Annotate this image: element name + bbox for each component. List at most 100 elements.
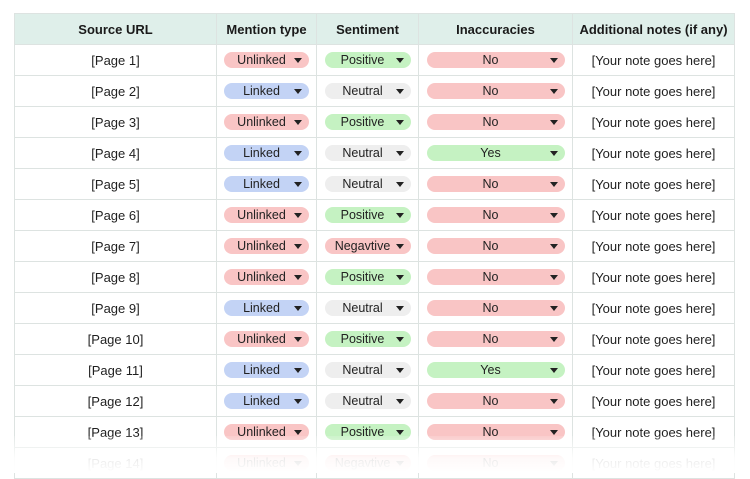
inaccuracies-dropdown[interactable]: No [426, 269, 565, 285]
inaccuracies-dropdown[interactable]: No [426, 114, 565, 130]
caret-down-icon [294, 275, 302, 280]
mention-type-dropdown[interactable]: Unlinked [224, 269, 309, 285]
mention-type-dropdown[interactable]: Linked [224, 145, 309, 161]
mention-type-dropdown[interactable]: Linked [224, 362, 309, 378]
caret-down-icon [395, 368, 404, 373]
inaccuracies-dropdown[interactable]: Yes [426, 145, 565, 161]
mention-type-dropdown[interactable]: Unlinked [224, 238, 309, 254]
inaccuracies-dropdown[interactable]: No [426, 238, 565, 254]
inaccuracies-dropdown[interactable]: Yes [426, 362, 565, 378]
inaccuracies-value: No [482, 208, 499, 222]
inaccuracies-value: No [482, 270, 499, 284]
mention-type-dropdown[interactable]: Linked [224, 83, 309, 99]
caret-down-icon [294, 337, 302, 342]
notes-cell[interactable]: [Your note goes here] [573, 45, 735, 76]
mention-type-dropdown[interactable]: Unlinked [224, 114, 309, 130]
notes-cell[interactable]: [Your note goes here] [573, 76, 735, 107]
header-inaccuracies[interactable]: Inaccuracies [419, 14, 573, 45]
sentiment-cell: Positive [317, 200, 419, 231]
source-url-cell[interactable]: [Page 5] [15, 169, 217, 200]
sentiment-dropdown[interactable]: Positive [324, 52, 411, 68]
notes-cell[interactable]: [Your note goes here] [573, 200, 735, 231]
sentiment-cell: Neutral [317, 76, 419, 107]
sentiment-dropdown[interactable]: Positive [324, 331, 411, 347]
mention-type-cell: Linked [217, 169, 317, 200]
notes-cell[interactable]: [Your note goes here] [573, 231, 735, 262]
inaccuracies-dropdown[interactable]: No [426, 331, 565, 347]
source-url-cell[interactable]: [Page 7] [15, 231, 217, 262]
source-url-cell[interactable]: [Page 9] [15, 293, 217, 324]
source-url-cell[interactable]: [Page 8] [15, 262, 217, 293]
mention-type-dropdown[interactable]: Unlinked [224, 331, 309, 347]
source-url-cell[interactable]: [Page 2] [15, 76, 217, 107]
sentiment-dropdown[interactable]: Neutral [324, 83, 411, 99]
caret-down-icon [294, 213, 302, 218]
notes-cell[interactable]: [Your note goes here] [573, 293, 735, 324]
mention-type-dropdown[interactable]: Unlinked [224, 52, 309, 68]
notes-cell[interactable]: [Your note goes here] [573, 386, 735, 417]
sentiment-dropdown[interactable]: Positive [324, 114, 411, 130]
header-additional-notes[interactable]: Additional notes (if any) [573, 14, 735, 45]
sentiment-dropdown[interactable]: Neutral [324, 362, 411, 378]
source-url-cell[interactable]: [Page 10] [15, 324, 217, 355]
mention-type-dropdown[interactable]: Unlinked [224, 207, 309, 223]
mention-type-cell: Unlinked [217, 324, 317, 355]
sentiment-dropdown[interactable]: Neutral [324, 176, 411, 192]
notes-cell[interactable]: [Your note goes here] [573, 262, 735, 293]
source-url-cell[interactable]: [Page 3] [15, 107, 217, 138]
sentiment-dropdown[interactable]: Positive [324, 269, 411, 285]
caret-down-icon [395, 120, 404, 125]
sentiment-dropdown[interactable]: Positive [324, 424, 411, 440]
source-url-cell[interactable]: [Page 1] [15, 45, 217, 76]
source-url-cell[interactable]: [Page 4] [15, 138, 217, 169]
source-url-cell[interactable]: [Page 6] [15, 200, 217, 231]
inaccuracies-dropdown[interactable]: No [426, 393, 565, 409]
caret-down-icon [395, 58, 404, 63]
caret-down-icon [395, 430, 404, 435]
notes-cell[interactable]: [Your note goes here] [573, 417, 735, 448]
sentiment-dropdown[interactable]: Neutral [324, 145, 411, 161]
mention-type-dropdown[interactable]: Linked [224, 393, 309, 409]
source-url-cell[interactable]: [Page 12] [15, 386, 217, 417]
caret-down-icon [294, 430, 302, 435]
notes-cell[interactable]: [Your note goes here] [573, 448, 735, 479]
notes-cell[interactable]: [Your note goes here] [573, 324, 735, 355]
sentiment-value: Negavtive [334, 456, 391, 470]
inaccuracies-dropdown[interactable]: No [426, 83, 565, 99]
caret-down-icon [294, 89, 302, 94]
mention-type-dropdown[interactable]: Unlinked [224, 424, 309, 440]
sentiment-dropdown[interactable]: Positive [324, 207, 411, 223]
sentiment-dropdown[interactable]: Negavtive [324, 455, 411, 471]
header-sentiment[interactable]: Sentiment [317, 14, 419, 45]
sentiment-value: Neutral [342, 177, 383, 191]
inaccuracies-cell: No [419, 45, 573, 76]
mention-type-cell: Unlinked [217, 262, 317, 293]
mention-type-dropdown[interactable]: Unlinked [224, 455, 309, 471]
inaccuracies-dropdown[interactable]: No [426, 207, 565, 223]
inaccuracies-dropdown[interactable]: No [426, 424, 565, 440]
source-url-cell[interactable]: [Page 13] [15, 417, 217, 448]
source-url-cell[interactable]: [Page 11] [15, 355, 217, 386]
inaccuracies-cell: No [419, 448, 573, 479]
sentiment-dropdown[interactable]: Negavtive [324, 238, 411, 254]
notes-cell[interactable]: [Your note goes here] [573, 107, 735, 138]
inaccuracies-dropdown[interactable]: No [426, 455, 565, 471]
notes-cell[interactable]: [Your note goes here] [573, 169, 735, 200]
mention-type-dropdown[interactable]: Linked [224, 300, 309, 316]
mention-type-dropdown[interactable]: Linked [224, 176, 309, 192]
sentiment-dropdown[interactable]: Neutral [324, 393, 411, 409]
inaccuracies-dropdown[interactable]: No [426, 300, 565, 316]
mention-type-value: Unlinked [237, 115, 286, 129]
source-url-cell[interactable]: [Page 14] [15, 448, 217, 479]
inaccuracies-dropdown[interactable]: No [426, 52, 565, 68]
notes-cell[interactable]: [Your note goes here] [573, 355, 735, 386]
mention-type-value: Unlinked [237, 425, 286, 439]
header-source-url[interactable]: Source URL [15, 14, 217, 45]
inaccuracies-dropdown[interactable]: No [426, 176, 565, 192]
caret-down-icon [294, 151, 302, 156]
notes-cell[interactable]: [Your note goes here] [573, 138, 735, 169]
sentiment-dropdown[interactable]: Neutral [324, 300, 411, 316]
header-mention-type[interactable]: Mention type [217, 14, 317, 45]
mention-type-cell: Unlinked [217, 107, 317, 138]
